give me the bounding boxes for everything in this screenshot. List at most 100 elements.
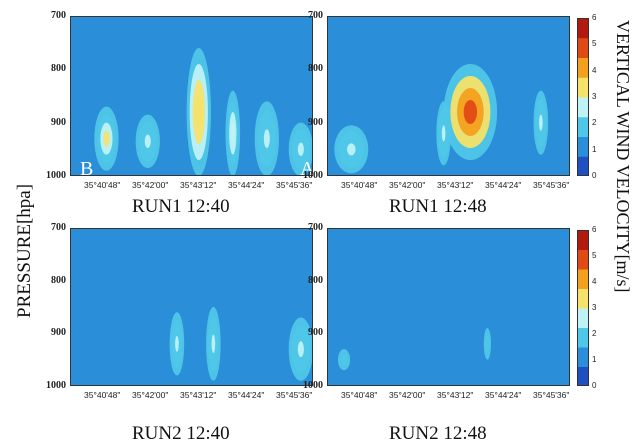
heatmap-plot: [327, 228, 570, 386]
heatmap-plot: [70, 228, 313, 386]
heatmap-blob-0: [347, 143, 356, 156]
colorbar-band: [577, 97, 589, 118]
y-tick-label: 800: [308, 63, 323, 75]
colorbar-tick-label: 4: [592, 65, 597, 75]
colorbar-band: [577, 57, 589, 78]
colorbar-band: [577, 18, 589, 39]
colorbar-band: [577, 327, 589, 348]
colorbar-tick-label: 2: [592, 118, 597, 128]
y-tick-label: 800: [51, 274, 66, 286]
x-tick-label: 35°42'00": [389, 390, 426, 400]
colorbar-top: [577, 18, 589, 176]
heatmap-blob-4: [263, 129, 270, 148]
x-tick-label: 35°40'48": [84, 390, 121, 400]
colorbar-tick-label: 5: [592, 39, 597, 49]
colorbar-tick-label: 4: [592, 277, 597, 286]
y-tick-label: 700: [51, 222, 66, 233]
colorbar-tick-label: 0: [592, 381, 597, 390]
colorbar-tick-label: 3: [592, 303, 597, 312]
y-tick-label: 900: [308, 116, 323, 128]
heatmap-blob-2: [195, 96, 202, 128]
y-tick-label: 800: [308, 274, 323, 286]
colorbar-bottom: [577, 230, 589, 386]
plot-frame: [327, 228, 570, 386]
heatmap-blob-2: [297, 341, 304, 358]
colorbar-tick-label: 6: [592, 225, 597, 234]
y-tick-label: 700: [308, 222, 323, 233]
heatmap-background: [70, 228, 313, 386]
colorbar-band: [577, 269, 589, 289]
marker-a: A: [300, 158, 315, 180]
y-tick-label: 900: [51, 116, 66, 128]
x-tick-label: 35°43'12": [437, 180, 474, 190]
colorbar-tick-label: 6: [592, 13, 597, 22]
x-tick-label: 35°42'00": [132, 390, 169, 400]
colorbar-band: [577, 37, 589, 58]
colorbar-band: [577, 347, 589, 367]
x-tick-label: 35°45'36": [533, 390, 570, 400]
colorbar-band: [577, 308, 589, 328]
y-tick-label: 800: [51, 63, 66, 75]
x-tick-label: 35°44'24": [485, 390, 522, 400]
x-tick-label: 35°43'12": [437, 390, 474, 400]
colorbar-tick-label: 0: [592, 171, 597, 180]
heatmap-blob-1: [441, 125, 446, 142]
heatmap-blob-0: [175, 335, 179, 352]
x-tick-label: 35°44'24": [485, 180, 522, 190]
heatmap-plot: [70, 16, 313, 176]
x-tick-label: 35°44'24": [228, 390, 265, 400]
panel-run2-1248: [327, 228, 570, 386]
colorbar-band: [577, 249, 589, 270]
colorbar: [577, 230, 589, 386]
colorbar-band: [577, 288, 589, 309]
panel-title: RUN2 12:48: [389, 423, 487, 444]
x-tick-label: 35°40'48": [341, 390, 378, 400]
colorbar-tick-label: 1: [592, 355, 597, 364]
heatmap-blob-0: [103, 130, 110, 147]
x-tick-label: 35°43'12": [180, 180, 217, 190]
plot-frame: [70, 16, 313, 176]
y-axis-label: PRESSURE[hpa]: [14, 183, 35, 318]
x-tick-label: 35°44'24": [228, 180, 265, 190]
y-tick-label: 1000: [303, 380, 323, 391]
y-tick-label: 700: [308, 10, 323, 21]
heatmap-blob-1: [211, 334, 216, 354]
panel-run1-1240: [70, 16, 313, 176]
y-tick-label: 1000: [46, 380, 66, 391]
x-tick-label: 35°42'00": [389, 180, 426, 190]
x-tick-label: 35°42'00": [132, 180, 169, 190]
x-tick-label: 35°40'48": [341, 180, 378, 190]
marker-b: B: [80, 158, 94, 180]
heatmap-blob-0: [340, 354, 348, 365]
panel-run2-1240: [70, 228, 313, 386]
heatmap-blob-2: [463, 100, 478, 124]
heatmap-blob-3: [539, 114, 543, 131]
x-tick-label: 35°40'48": [84, 180, 121, 190]
heatmap-blob-1: [485, 335, 490, 352]
heatmap-blob-3: [230, 122, 235, 144]
colorbar-frame: [577, 230, 589, 386]
colorbar-band: [577, 136, 589, 157]
x-tick-label: 35°45'36": [533, 180, 570, 190]
colorbar-tick-label: 2: [592, 329, 597, 338]
colorbar-tick-label: 3: [592, 92, 597, 101]
y-tick-label: 900: [51, 327, 66, 339]
colorbar-tick-label: 5: [592, 251, 597, 260]
colorbar-band: [577, 77, 589, 98]
y-tick-label: 900: [308, 327, 323, 339]
heatmap-blob-1: [144, 134, 151, 148]
colorbar-band: [577, 366, 589, 386]
heatmap-blob-5: [297, 142, 304, 156]
plot-frame: [70, 228, 313, 386]
x-tick-label: 35°43'12": [180, 390, 217, 400]
colorbar-frame: [577, 18, 589, 176]
colorbar: [577, 18, 589, 176]
panel-run1-1248: [327, 16, 570, 176]
heatmap-plot: [327, 16, 570, 176]
colorbar-band: [577, 116, 589, 137]
x-tick-label: 35°45'36": [276, 180, 313, 190]
plot-frame: [327, 16, 570, 176]
colorbar-tick-label: 1: [592, 144, 597, 154]
colorbar-label: VERTICAL WIND VELOCITY[m/s]: [613, 20, 633, 293]
heatmap-background: [327, 228, 570, 386]
